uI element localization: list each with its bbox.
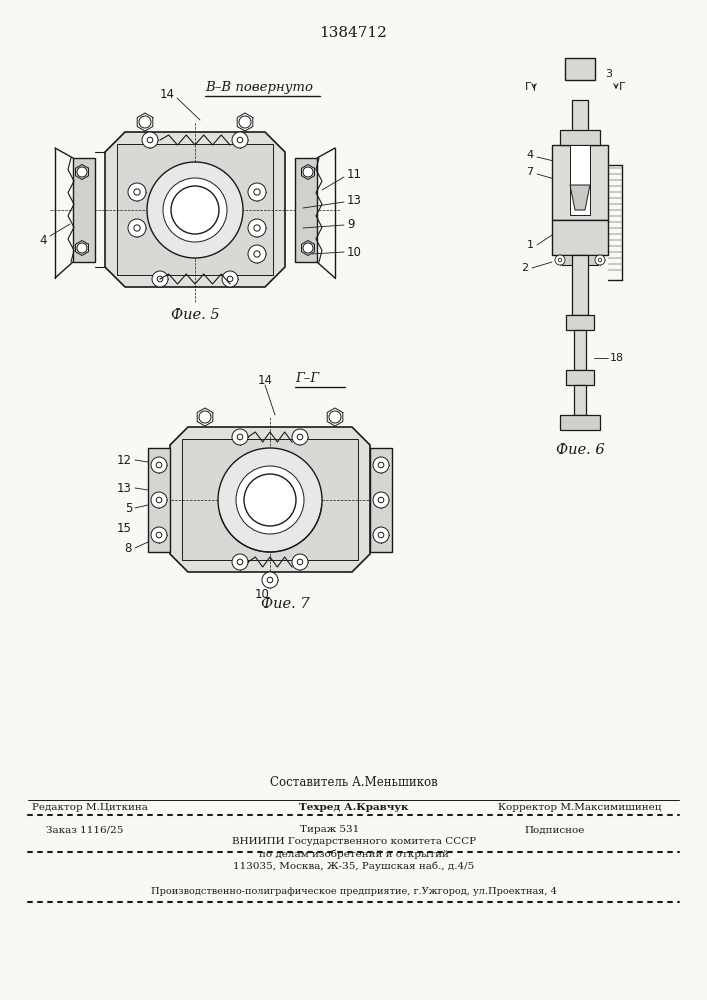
Text: В–В повернуто: В–В повернуто (205, 81, 313, 94)
Bar (574, 385, 586, 415)
Circle shape (163, 178, 227, 242)
Text: 14: 14 (257, 373, 272, 386)
Circle shape (248, 183, 266, 201)
Bar (182, 439, 358, 560)
Text: Г: Г (619, 82, 626, 92)
Bar (148, 448, 170, 552)
Circle shape (373, 527, 389, 543)
Text: Корректор М.Максимишинец: Корректор М.Максимишинец (498, 804, 662, 812)
Text: 13: 13 (117, 482, 132, 494)
Circle shape (292, 429, 308, 445)
Bar (566, 370, 594, 385)
Circle shape (248, 245, 266, 263)
Bar (117, 144, 273, 275)
Polygon shape (105, 132, 285, 287)
Bar (565, 58, 595, 80)
Bar (572, 100, 588, 135)
Text: 113035, Москва, Ж-35, Раушская наб., д.4/5: 113035, Москва, Ж-35, Раушская наб., д.4… (233, 861, 474, 871)
Text: Фие. 7: Фие. 7 (261, 597, 310, 611)
Circle shape (222, 271, 238, 287)
Circle shape (239, 116, 251, 128)
Circle shape (373, 492, 389, 508)
Bar (295, 158, 317, 262)
Bar (552, 145, 608, 220)
Text: 8: 8 (124, 542, 132, 554)
Circle shape (218, 448, 322, 552)
Text: 15: 15 (117, 522, 132, 534)
Bar (552, 220, 608, 255)
Circle shape (303, 243, 313, 253)
Text: 18: 18 (610, 353, 624, 363)
Bar (566, 315, 594, 330)
Text: по делам изобретений и открытий: по делам изобретений и открытий (259, 849, 449, 859)
Circle shape (199, 411, 211, 423)
Text: Фие. 6: Фие. 6 (556, 443, 604, 457)
Circle shape (232, 429, 248, 445)
Circle shape (232, 554, 248, 570)
Bar (370, 448, 392, 552)
Circle shape (171, 186, 219, 234)
Text: Подписное: Подписное (525, 826, 585, 834)
Circle shape (329, 411, 341, 423)
Text: 4: 4 (527, 150, 534, 160)
Circle shape (248, 219, 266, 237)
Text: 14: 14 (160, 88, 175, 101)
Text: Техред А.Кравчук: Техред А.Кравчук (299, 804, 409, 812)
Text: 9: 9 (347, 219, 354, 232)
Text: 7: 7 (527, 167, 534, 177)
Circle shape (555, 255, 565, 265)
Circle shape (262, 572, 278, 588)
Circle shape (128, 219, 146, 237)
Circle shape (236, 466, 304, 534)
Circle shape (77, 167, 87, 177)
Text: 10: 10 (347, 245, 362, 258)
Circle shape (128, 183, 146, 201)
Text: 11: 11 (347, 168, 362, 182)
Text: Заказ 1116/25: Заказ 1116/25 (47, 826, 124, 834)
Text: ВНИИПИ Государственного комитета СССР: ВНИИПИ Государственного комитета СССР (232, 838, 476, 846)
Circle shape (142, 132, 158, 148)
Circle shape (151, 527, 167, 543)
Text: Г–Г: Г–Г (295, 372, 319, 385)
Text: Фие. 5: Фие. 5 (170, 308, 219, 322)
Text: 10: 10 (255, 587, 269, 600)
Bar (572, 255, 588, 315)
Text: 4: 4 (40, 233, 47, 246)
Text: Составитель А.Меньшиков: Составитель А.Меньшиков (270, 776, 438, 788)
Text: 13: 13 (347, 194, 362, 207)
Circle shape (139, 116, 151, 128)
Bar (574, 330, 586, 370)
Bar (73, 158, 95, 262)
Circle shape (152, 271, 168, 287)
Bar (560, 130, 600, 145)
Text: 2: 2 (522, 263, 529, 273)
Circle shape (595, 255, 605, 265)
Circle shape (232, 132, 248, 148)
Circle shape (77, 243, 87, 253)
Circle shape (244, 474, 296, 526)
Bar (562, 255, 598, 265)
Circle shape (147, 162, 243, 258)
Text: 1384712: 1384712 (319, 26, 387, 40)
Text: 5: 5 (124, 502, 132, 514)
Text: Производственно-полиграфическое предприятие, г.Ужгород, ул.Проектная, 4: Производственно-полиграфическое предприя… (151, 888, 557, 896)
Circle shape (151, 457, 167, 473)
Circle shape (373, 457, 389, 473)
Text: 3: 3 (605, 69, 612, 79)
Circle shape (303, 167, 313, 177)
Text: Г: Г (525, 82, 532, 92)
Circle shape (151, 492, 167, 508)
Text: Тираж 531: Тираж 531 (300, 826, 360, 834)
Circle shape (292, 554, 308, 570)
Polygon shape (170, 427, 370, 572)
Text: 12: 12 (117, 454, 132, 466)
Text: 1: 1 (527, 240, 534, 250)
Text: Редактор М.Циткина: Редактор М.Циткина (32, 804, 148, 812)
Polygon shape (570, 185, 590, 210)
Bar (570, 145, 590, 215)
Bar (560, 415, 600, 430)
